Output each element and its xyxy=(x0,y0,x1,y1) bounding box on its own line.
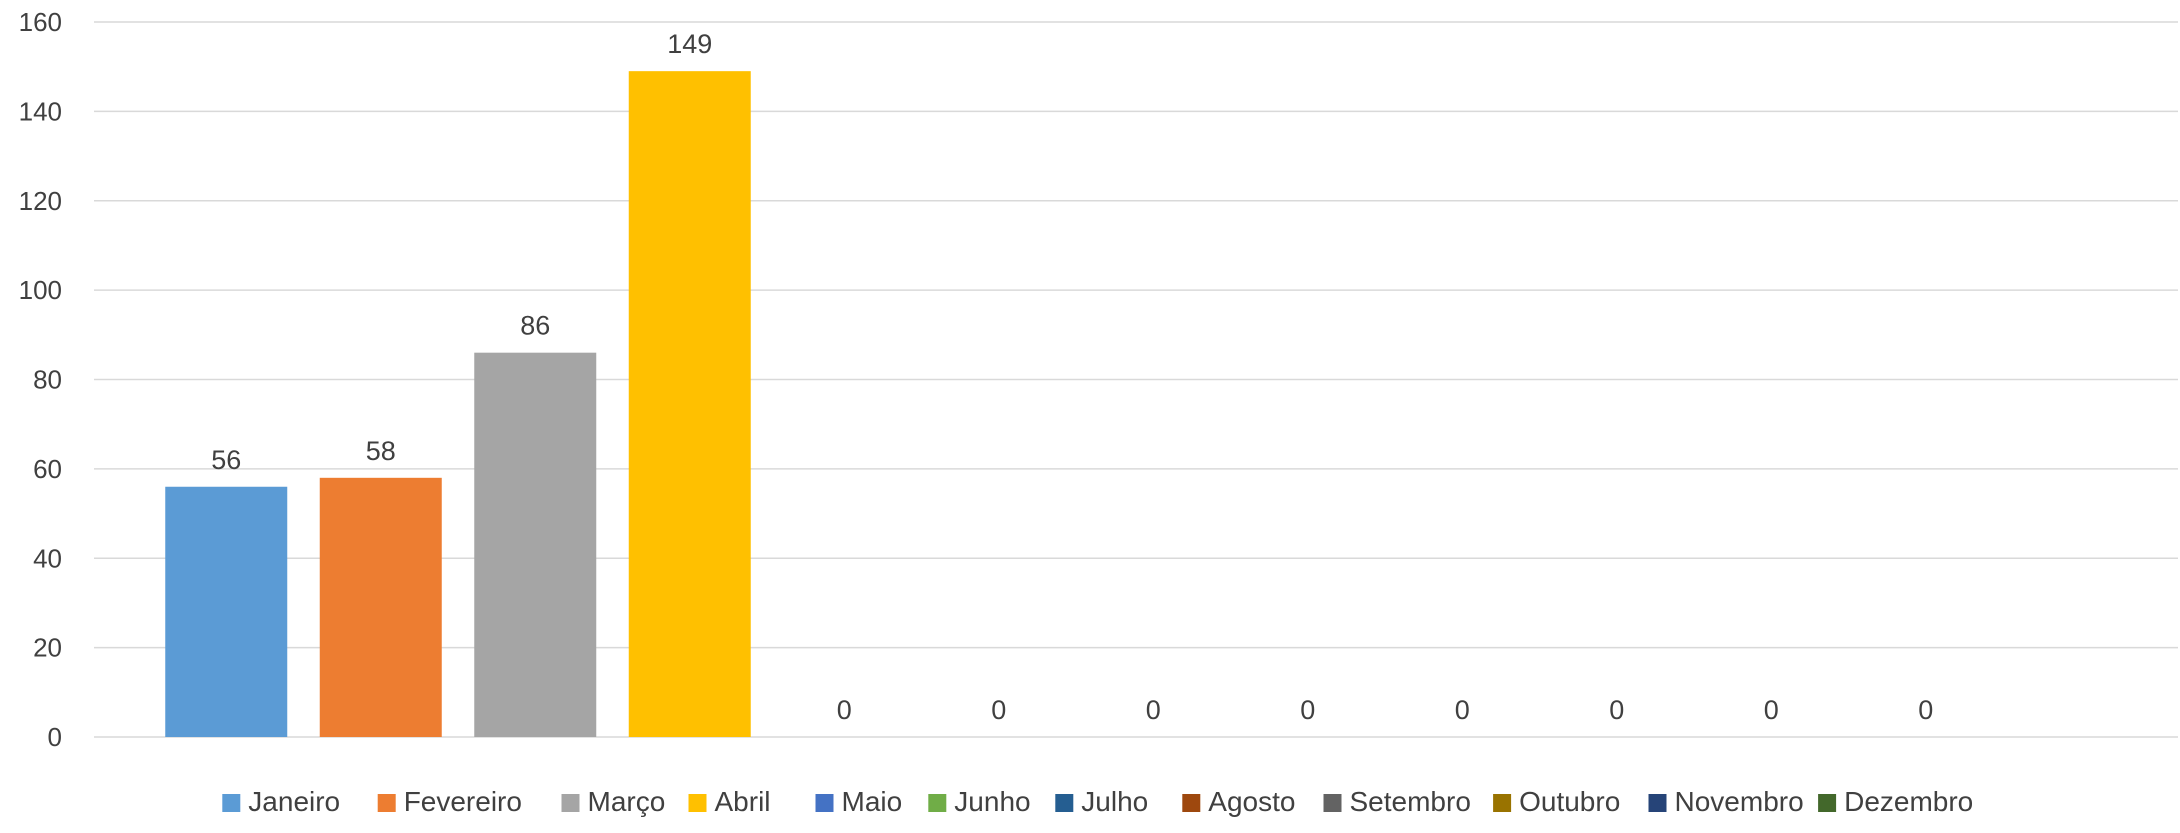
bar xyxy=(165,486,288,737)
bars xyxy=(165,71,751,737)
legend-swatch xyxy=(688,794,707,812)
bar xyxy=(319,477,442,737)
legend-label: Abril xyxy=(715,786,771,817)
legend-item: Março xyxy=(561,786,666,817)
y-tick-label: 0 xyxy=(48,722,62,752)
legend-item: Fevereiro xyxy=(377,786,522,817)
legend-label: Maio xyxy=(842,786,903,817)
legend-item: Janeiro xyxy=(222,786,340,817)
legend-label: Dezembro xyxy=(1844,786,1973,817)
data-label: 149 xyxy=(667,29,712,59)
data-label: 0 xyxy=(1918,695,1933,725)
legend-item: Abril xyxy=(688,786,771,817)
data-label: 0 xyxy=(1764,695,1779,725)
legend-item: Dezembro xyxy=(1818,786,1973,817)
legend-label: Março xyxy=(588,786,666,817)
data-label: 58 xyxy=(366,436,396,466)
data-label: 0 xyxy=(1146,695,1161,725)
legend-swatch xyxy=(1818,794,1837,812)
legend-item: Setembro xyxy=(1323,786,1471,817)
legend-label: Agosto xyxy=(1208,786,1295,817)
bar xyxy=(628,71,751,737)
data-label: 0 xyxy=(837,695,852,725)
legend-swatch xyxy=(377,794,396,812)
legend-label: Outubro xyxy=(1519,786,1620,817)
legend-item: Outubro xyxy=(1493,786,1620,817)
legend-label: Junho xyxy=(954,786,1030,817)
bar xyxy=(474,352,597,737)
y-tick-label: 40 xyxy=(33,543,62,573)
legend-label: Julho xyxy=(1081,786,1148,817)
y-tick-label: 120 xyxy=(19,186,62,216)
y-tick-label: 60 xyxy=(33,454,62,484)
data-label: 0 xyxy=(1455,695,1470,725)
data-label: 0 xyxy=(991,695,1006,725)
data-label: 0 xyxy=(1609,695,1624,725)
legend-swatch xyxy=(1182,794,1201,812)
legend-swatch xyxy=(222,794,241,812)
legend-label: Novembro xyxy=(1675,786,1804,817)
data-label: 0 xyxy=(1300,695,1315,725)
legend-item: Julho xyxy=(1055,786,1148,817)
legend-swatch xyxy=(1055,794,1074,812)
legend-swatch xyxy=(928,794,947,812)
legend-swatch xyxy=(561,794,580,812)
data-labels: 56 58 86 149 0 0 0 0 0 0 0 0 xyxy=(211,29,1933,725)
legend-item: Novembro xyxy=(1648,786,1804,817)
legend: Janeiro Fevereiro Março Abril Maio Junho Julho… xyxy=(222,786,1973,817)
y-axis-ticks: 0 20 40 60 80 100 120 140 160 xyxy=(19,7,62,752)
y-tick-label: 80 xyxy=(33,365,62,395)
legend-swatch xyxy=(1493,794,1512,812)
data-label: 56 xyxy=(211,445,241,475)
legend-label: Setembro xyxy=(1350,786,1471,817)
legend-swatch xyxy=(1323,794,1342,812)
y-tick-label: 140 xyxy=(19,96,62,126)
y-tick-label: 100 xyxy=(19,275,62,305)
data-label: 86 xyxy=(520,311,550,341)
legend-item: Junho xyxy=(928,786,1031,817)
legend-item: Agosto xyxy=(1182,786,1295,817)
legend-label: Fevereiro xyxy=(404,786,522,817)
y-tick-label: 20 xyxy=(33,633,62,663)
legend-swatch xyxy=(1648,794,1667,812)
legend-label: Janeiro xyxy=(248,786,340,817)
y-tick-label: 160 xyxy=(19,7,62,37)
legend-item: Maio xyxy=(815,786,903,817)
legend-swatch xyxy=(815,794,834,812)
